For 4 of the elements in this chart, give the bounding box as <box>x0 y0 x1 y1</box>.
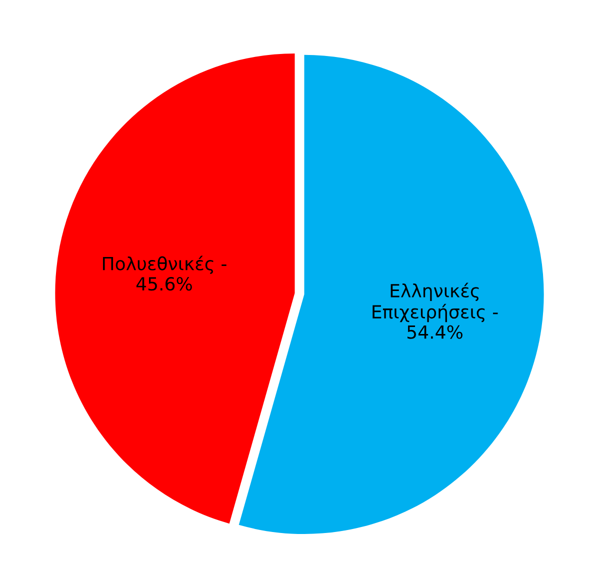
data-label: 45.6% <box>136 277 192 291</box>
slice-label: Πολυεθνικές - <box>102 256 226 274</box>
slice-label: Ελληνικές Επιχειρήσεις - <box>372 282 498 322</box>
data-label: 54.4% <box>407 325 462 339</box>
